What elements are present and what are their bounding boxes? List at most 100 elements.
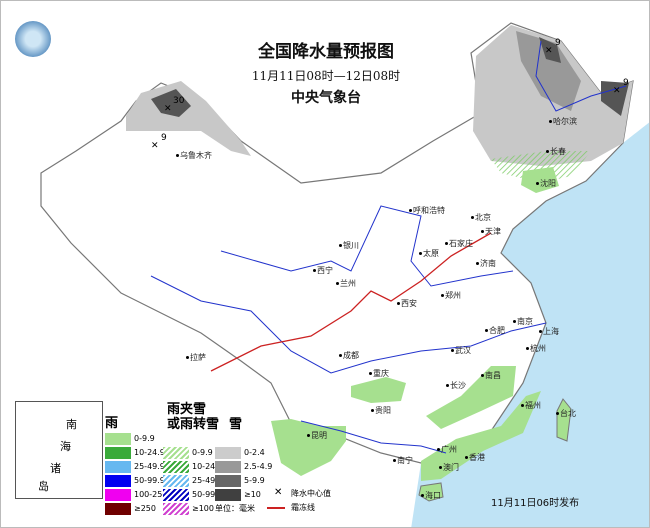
city-dot-icon bbox=[481, 230, 484, 233]
city-name: 广州 bbox=[441, 445, 457, 454]
center-value: 30 bbox=[173, 96, 185, 106]
legend-mixed-title: 雨夹雪 bbox=[167, 402, 207, 417]
rain-area-yunnan bbox=[271, 419, 346, 476]
center-value: 9 bbox=[623, 78, 629, 88]
city-name: 重庆 bbox=[373, 369, 389, 378]
center-mark-icon: ✕ bbox=[274, 487, 283, 498]
city-dot-icon bbox=[336, 282, 339, 285]
city-name: 福州 bbox=[525, 401, 541, 410]
city-name: 贵阳 bbox=[375, 406, 391, 415]
legend-range-label: 5-9.9 bbox=[244, 476, 265, 485]
legend-range-label: 25-49.9 bbox=[134, 462, 165, 471]
precip-center-markers: ✕30 ✕9 ✕9 ✕9 bbox=[151, 38, 629, 151]
city-dot-icon bbox=[446, 384, 449, 387]
city-label: 台北 bbox=[556, 409, 576, 419]
city-label: 兰州 bbox=[336, 279, 356, 289]
city-name: 南昌 bbox=[485, 371, 501, 380]
city-label: 北京 bbox=[471, 213, 491, 223]
city-label: 成都 bbox=[339, 351, 359, 361]
snow-area-xinjiang-heavy bbox=[151, 89, 191, 117]
city-label: 石家庄 bbox=[445, 239, 473, 249]
legend-swatch bbox=[163, 503, 189, 515]
city-name: 上海 bbox=[543, 327, 559, 336]
city-name: 南京 bbox=[517, 317, 533, 326]
city-label: 郑州 bbox=[441, 291, 461, 301]
sea bbox=[411, 122, 649, 527]
legend-range-label: 50-99.9 bbox=[192, 490, 223, 499]
city-name: 台北 bbox=[560, 409, 576, 418]
city-dot-icon bbox=[481, 374, 484, 377]
city-label: 拉萨 bbox=[186, 353, 206, 363]
city-dot-icon bbox=[536, 182, 539, 185]
city-name: 太原 bbox=[423, 249, 439, 258]
legend-swatch bbox=[215, 489, 241, 501]
yangtze-river bbox=[150, 275, 547, 374]
city-label: 长春 bbox=[546, 147, 566, 157]
south-china-sea-inset: 南 海 诸 岛 bbox=[15, 401, 103, 499]
city-label: 哈尔滨 bbox=[549, 117, 577, 127]
city-dot-icon bbox=[521, 404, 524, 407]
city-dot-icon bbox=[176, 154, 179, 157]
city-name: 长春 bbox=[550, 147, 566, 156]
city-name: 长沙 bbox=[450, 381, 466, 390]
legend-range-label: 10-24.9 bbox=[134, 448, 165, 457]
city-dot-icon bbox=[526, 347, 529, 350]
rain-area-liaoning bbox=[521, 167, 559, 193]
city-label: 福州 bbox=[521, 401, 541, 411]
city-name: 哈尔滨 bbox=[553, 117, 577, 126]
legend-range-label: ≥100 bbox=[192, 504, 214, 513]
city-label: 香港 bbox=[465, 453, 485, 463]
legend-range-label: 2.5-4.9 bbox=[244, 462, 273, 471]
city-name: 银川 bbox=[343, 241, 359, 250]
center-value: 9 bbox=[555, 38, 561, 48]
city-name: 郑州 bbox=[445, 291, 461, 300]
city-name: 合肥 bbox=[489, 326, 505, 335]
legend-range-label: 10-24.9 bbox=[192, 462, 223, 471]
city-name: 乌鲁木齐 bbox=[180, 151, 212, 160]
city-dot-icon bbox=[393, 459, 396, 462]
map-title: 全国降水量预报图 bbox=[258, 42, 394, 62]
city-dot-icon bbox=[397, 302, 400, 305]
legend-swatch bbox=[215, 461, 241, 473]
city-name: 西安 bbox=[401, 299, 417, 308]
snow-area-northeast-mid bbox=[516, 31, 581, 111]
legend-range-label: 100-250 bbox=[134, 490, 168, 499]
inset-label: 南 bbox=[66, 418, 77, 431]
city-name: 沈阳 bbox=[540, 179, 556, 188]
legend-swatch bbox=[105, 447, 131, 459]
legend-center-label: 降水中心值 bbox=[291, 489, 331, 498]
city-label: 南昌 bbox=[481, 371, 501, 381]
city-dot-icon bbox=[546, 150, 549, 153]
city-label: 太原 bbox=[419, 249, 439, 259]
city-name: 香港 bbox=[469, 453, 485, 462]
city-dot-icon bbox=[439, 466, 442, 469]
city-label: 乌鲁木齐 bbox=[176, 151, 212, 161]
legend-swatch bbox=[105, 489, 131, 501]
frost-line bbox=[210, 232, 492, 372]
city-label: 西安 bbox=[397, 299, 417, 309]
legend-range-label: 50-99.9 bbox=[134, 476, 165, 485]
forecast-period: 11月11日08时—12日08时 bbox=[251, 69, 401, 83]
city-label: 重庆 bbox=[369, 369, 389, 379]
city-dot-icon bbox=[409, 209, 412, 212]
city-label: 海口 bbox=[421, 491, 441, 501]
legend-swatch bbox=[105, 475, 131, 487]
city-dot-icon bbox=[539, 330, 542, 333]
city-label: 合肥 bbox=[485, 326, 505, 336]
inset-label: 诸 bbox=[50, 462, 61, 475]
city-label: 沈阳 bbox=[536, 179, 556, 189]
center-mark-icon: ✕ bbox=[545, 46, 553, 56]
city-dot-icon bbox=[371, 409, 374, 412]
city-label: 银川 bbox=[339, 241, 359, 251]
legend-snow-title: 雪 bbox=[229, 417, 243, 432]
legend-swatch bbox=[163, 475, 189, 487]
center-mark-icon: ✕ bbox=[151, 141, 159, 151]
city-dot-icon bbox=[451, 349, 454, 352]
city-dot-icon bbox=[186, 356, 189, 359]
city-name: 杭州 bbox=[530, 344, 546, 353]
city-dot-icon bbox=[471, 216, 474, 219]
city-dot-icon bbox=[513, 320, 516, 323]
taiwan bbox=[556, 398, 572, 442]
legend-range-label: 0-9.9 bbox=[192, 448, 213, 457]
